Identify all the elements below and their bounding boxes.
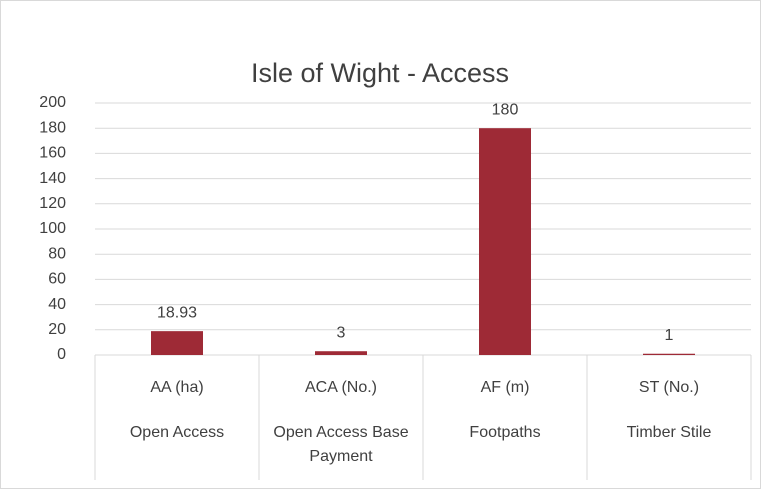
y-tick-label: 0 — [57, 346, 66, 363]
category-group-text: Timber Stile — [626, 424, 712, 441]
y-tick-label: 140 — [39, 170, 66, 187]
y-tick-label: 20 — [48, 321, 66, 338]
y-tick-label: 80 — [48, 245, 66, 262]
y-tick-label: 100 — [39, 220, 66, 237]
x-tick-label: ACA (No.) — [305, 379, 377, 396]
y-tick-label: 200 — [39, 94, 66, 111]
category-group-text: Open Access — [129, 424, 225, 441]
category-group-text: Footpaths — [469, 424, 541, 441]
data-label: 180 — [492, 101, 519, 118]
category-group-label: Footpaths — [469, 424, 541, 441]
y-tick-label: 180 — [39, 119, 66, 136]
category-group-label: Open Access Base Payment — [273, 424, 409, 465]
y-tick-label: 60 — [48, 271, 66, 288]
x-tick-label: AF (m) — [481, 379, 530, 396]
data-label: 1 — [665, 327, 674, 344]
bar — [315, 351, 367, 355]
data-label: 18.93 — [157, 304, 197, 321]
y-tick-label: 120 — [39, 195, 66, 212]
bar — [643, 353, 695, 355]
bar — [151, 331, 203, 355]
y-tick-label: 40 — [48, 296, 66, 313]
category-group-label: Timber Stile — [626, 424, 712, 441]
category-group-label: Open Access — [129, 424, 225, 441]
category-group-text: Open Access Base Payment — [273, 424, 409, 465]
x-tick-label: AA (ha) — [150, 379, 203, 396]
data-label: 3 — [337, 324, 346, 341]
bar — [479, 128, 531, 355]
x-tick-label: ST (No.) — [639, 379, 699, 396]
chart-title: Isle of Wight - Access — [251, 58, 509, 88]
y-tick-label: 160 — [39, 145, 66, 162]
